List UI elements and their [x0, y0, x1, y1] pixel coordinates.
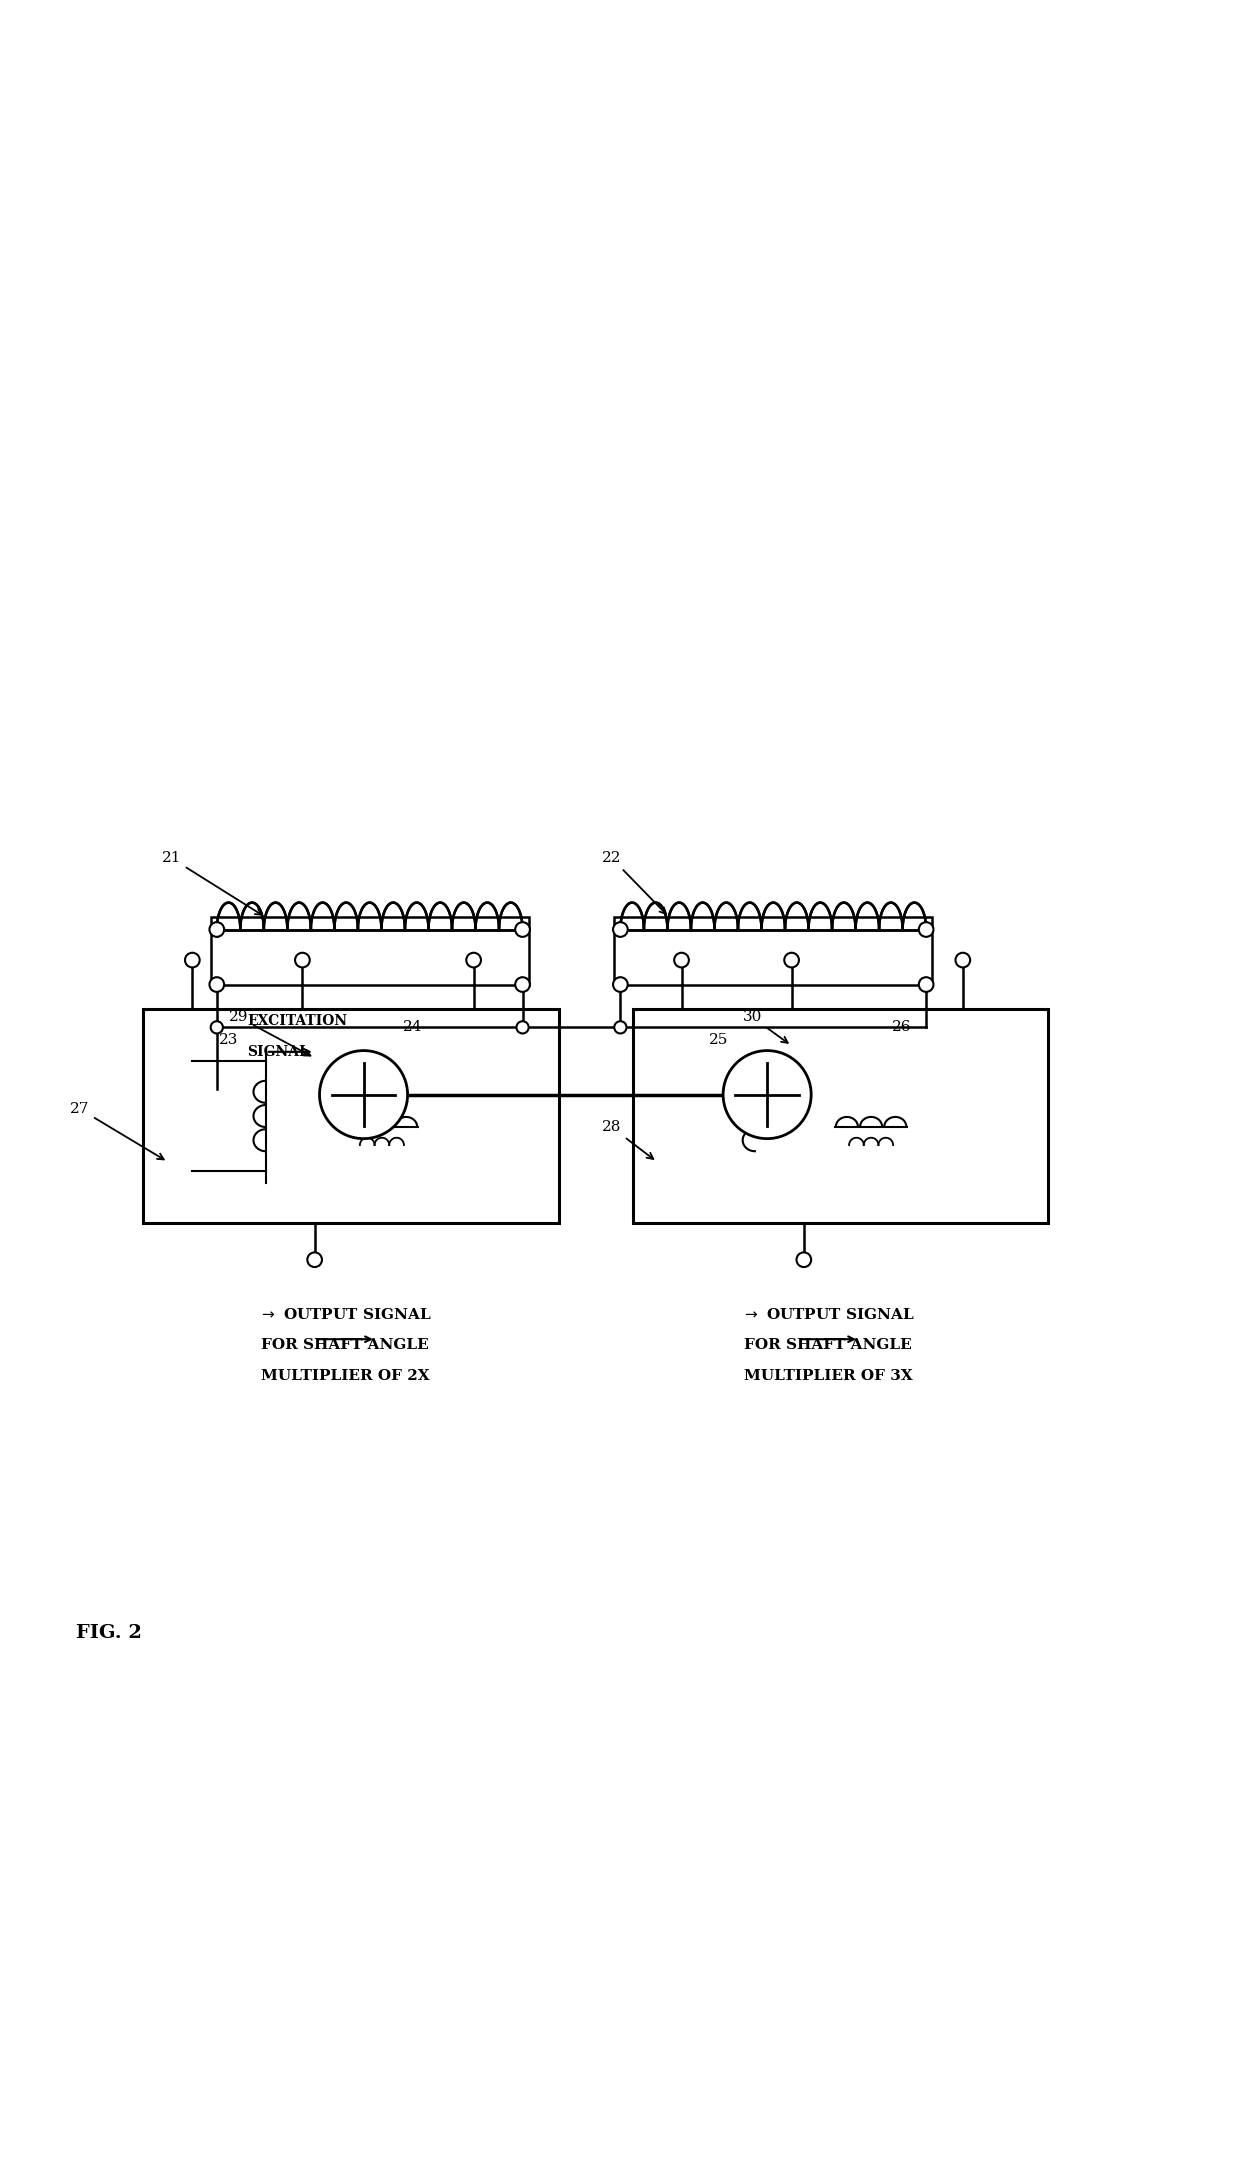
Circle shape	[784, 954, 799, 967]
Bar	[143, 1008, 559, 1223]
Circle shape	[956, 954, 970, 967]
Text: FOR SHAFT ANGLE: FOR SHAFT ANGLE	[262, 1339, 429, 1352]
Text: EXCITATION: EXCITATION	[247, 1014, 347, 1028]
Circle shape	[515, 977, 530, 993]
Circle shape	[613, 977, 628, 993]
Text: FOR SHAFT ANGLE: FOR SHAFT ANGLE	[744, 1339, 912, 1352]
Circle shape	[723, 1051, 811, 1139]
Text: $\rightarrow$ OUTPUT SIGNAL: $\rightarrow$ OUTPUT SIGNAL	[259, 1306, 431, 1321]
Text: 24: 24	[402, 1021, 422, 1034]
Circle shape	[797, 1252, 811, 1267]
Text: 28: 28	[601, 1121, 653, 1158]
Text: 25: 25	[708, 1032, 728, 1047]
Text: 29: 29	[229, 1010, 311, 1056]
Circle shape	[209, 923, 224, 936]
Polygon shape	[253, 1038, 474, 1152]
Circle shape	[515, 923, 530, 936]
Circle shape	[466, 954, 481, 967]
Bar	[211, 917, 529, 984]
Text: 27: 27	[70, 1102, 164, 1160]
Bar	[633, 1008, 1049, 1223]
Text: 23: 23	[219, 1032, 239, 1047]
Circle shape	[516, 1021, 529, 1034]
Text: 26: 26	[892, 1021, 911, 1034]
Circle shape	[918, 923, 933, 936]
Text: 22: 22	[601, 851, 665, 914]
Text: 30: 30	[743, 1010, 788, 1043]
Circle shape	[614, 1021, 626, 1034]
Text: FIG. 2: FIG. 2	[76, 1624, 142, 1641]
Circle shape	[211, 1021, 223, 1034]
Circle shape	[307, 1252, 322, 1267]
Circle shape	[209, 977, 224, 993]
Circle shape	[674, 954, 689, 967]
Polygon shape	[673, 1025, 861, 1200]
Circle shape	[320, 1051, 407, 1139]
Text: 21: 21	[162, 851, 262, 914]
Circle shape	[613, 923, 628, 936]
Circle shape	[185, 954, 199, 967]
Circle shape	[294, 954, 309, 967]
Bar	[614, 917, 932, 984]
Text: MULTIPLIER OF 2X: MULTIPLIER OF 2X	[261, 1369, 430, 1382]
Text: $\rightarrow$ OUTPUT SIGNAL: $\rightarrow$ OUTPUT SIGNAL	[742, 1306, 915, 1321]
Text: SIGNAL: SIGNAL	[247, 1045, 309, 1058]
Circle shape	[918, 977, 933, 993]
Text: MULTIPLIER OF 3X: MULTIPLIER OF 3X	[744, 1369, 912, 1382]
